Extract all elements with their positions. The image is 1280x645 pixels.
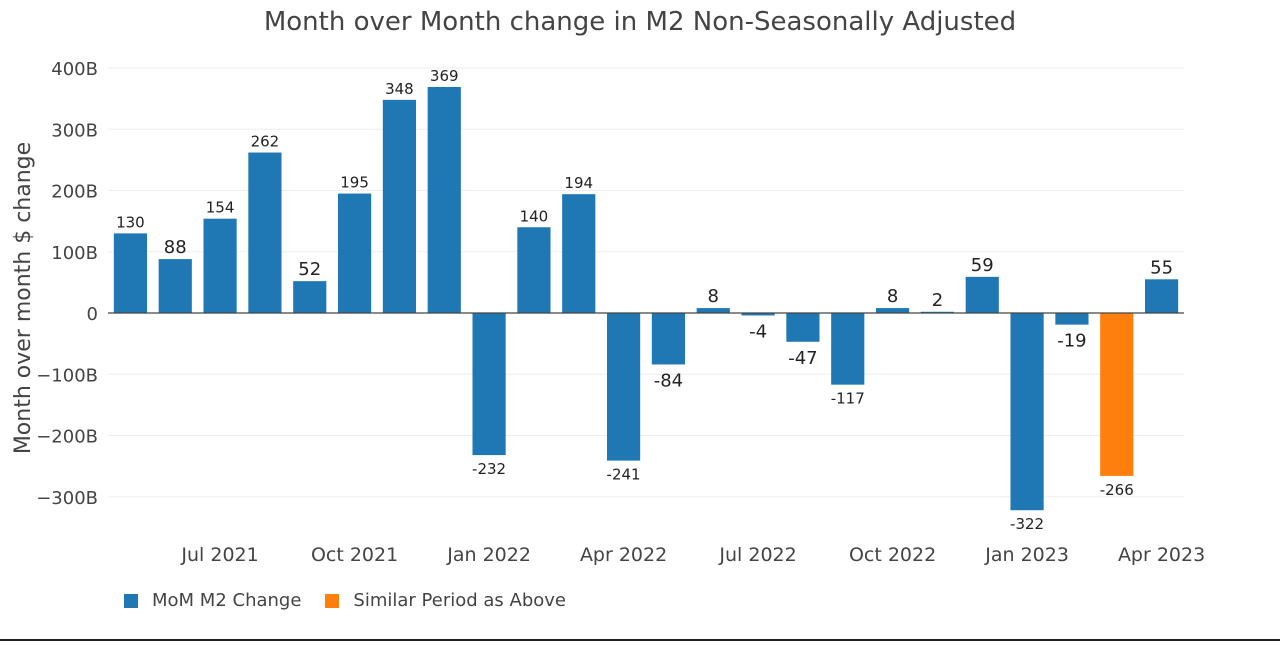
bar-mom-m2-change: [113, 233, 148, 313]
legend-item-mom[interactable]: MoM M2 Change: [124, 590, 301, 611]
bar-mom-m2-change: [1010, 313, 1044, 511]
bar-mom-m2-change: [875, 308, 910, 313]
data-label: 59: [971, 255, 994, 276]
x-tick-label: Jan 2022: [446, 544, 531, 566]
x-tick-label: Jan 2023: [984, 544, 1069, 566]
bar-mom-m2-change: [696, 308, 730, 313]
data-label: 140: [520, 207, 549, 225]
x-tick-label: Apr 2022: [580, 544, 667, 566]
data-label: 348: [385, 80, 414, 98]
chart-title: Month over Month change in M2 Non-Season…: [264, 7, 1016, 37]
data-label: -232: [472, 460, 506, 478]
legend-label-similar: Similar Period as Above: [353, 590, 566, 611]
bar-mom-m2-change: [1144, 279, 1179, 313]
x-tick-label: Apr 2023: [1118, 544, 1205, 566]
data-label: 88: [164, 237, 187, 258]
bar-similar-period: [1100, 313, 1134, 476]
data-label: 8: [887, 286, 898, 307]
y-tick-label: 0: [87, 304, 98, 325]
data-label: 52: [298, 259, 321, 280]
y-tick-label: 100B: [51, 243, 98, 264]
bar-mom-m2-change: [517, 227, 551, 313]
bar-mom-m2-change: [427, 86, 461, 313]
legend: MoM M2 Change Similar Period as Above: [124, 590, 566, 611]
legend-label-mom: MoM M2 Change: [152, 590, 302, 611]
data-label: -4: [749, 321, 767, 342]
bar-mom-m2-change: [472, 313, 506, 456]
y-tick-label: −300B: [36, 488, 98, 509]
data-label: 154: [206, 199, 235, 217]
x-tick-label: Jul 2022: [718, 544, 796, 566]
bar-mom-m2-change: [965, 276, 999, 313]
data-label: -117: [831, 390, 865, 408]
x-tick-label: Jul 2021: [180, 544, 258, 566]
bar-mom-m2-change: [382, 99, 417, 313]
legend-swatch-mom: [124, 593, 138, 608]
data-label: 2: [932, 290, 943, 311]
x-tick-label: Oct 2022: [849, 544, 936, 566]
y-tick-label: 400B: [51, 59, 98, 80]
y-tick-label: −100B: [36, 365, 98, 386]
data-label: -47: [788, 348, 817, 369]
bar-mom-m2-change: [248, 152, 282, 313]
data-label: 130: [116, 213, 145, 231]
y-tick-label: 300B: [51, 120, 98, 141]
data-label: 195: [340, 174, 369, 192]
data-label: 8: [708, 286, 719, 307]
data-label: -266: [1100, 481, 1134, 499]
bar-mom-m2-change: [741, 313, 775, 316]
legend-item-similar[interactable]: Similar Period as Above: [325, 590, 566, 611]
data-label: 194: [564, 174, 593, 192]
data-label: 369: [430, 67, 459, 85]
y-tick-label: −200B: [36, 427, 98, 448]
bar-mom-m2-change: [562, 194, 596, 313]
x-tick-label: Oct 2021: [311, 544, 398, 566]
legend-swatch-similar: [325, 593, 340, 608]
bar-mom-m2-change: [651, 313, 686, 365]
data-label: -241: [607, 466, 641, 484]
bar-mom-m2-change: [1055, 313, 1089, 325]
bar-mom-m2-change: [606, 313, 641, 461]
bar-mom-m2-change: [203, 218, 237, 313]
bar-mom-m2-change: [920, 311, 955, 313]
bar-mom-m2-change: [831, 313, 865, 385]
y-axis-label: Month over month $ change: [11, 142, 36, 454]
data-label: 262: [251, 133, 280, 151]
data-label: -19: [1057, 331, 1086, 352]
bottom-divider: [0, 639, 1280, 641]
data-label: 55: [1150, 257, 1173, 278]
bar-mom-m2-change: [158, 259, 192, 313]
data-label: -84: [654, 370, 683, 391]
y-tick-label: 200B: [51, 182, 98, 203]
data-label: -322: [1010, 515, 1044, 533]
bar-mom-m2-change: [786, 313, 820, 342]
bar-mom-m2-change: [293, 281, 327, 313]
bar-mom-m2-change: [337, 193, 372, 313]
